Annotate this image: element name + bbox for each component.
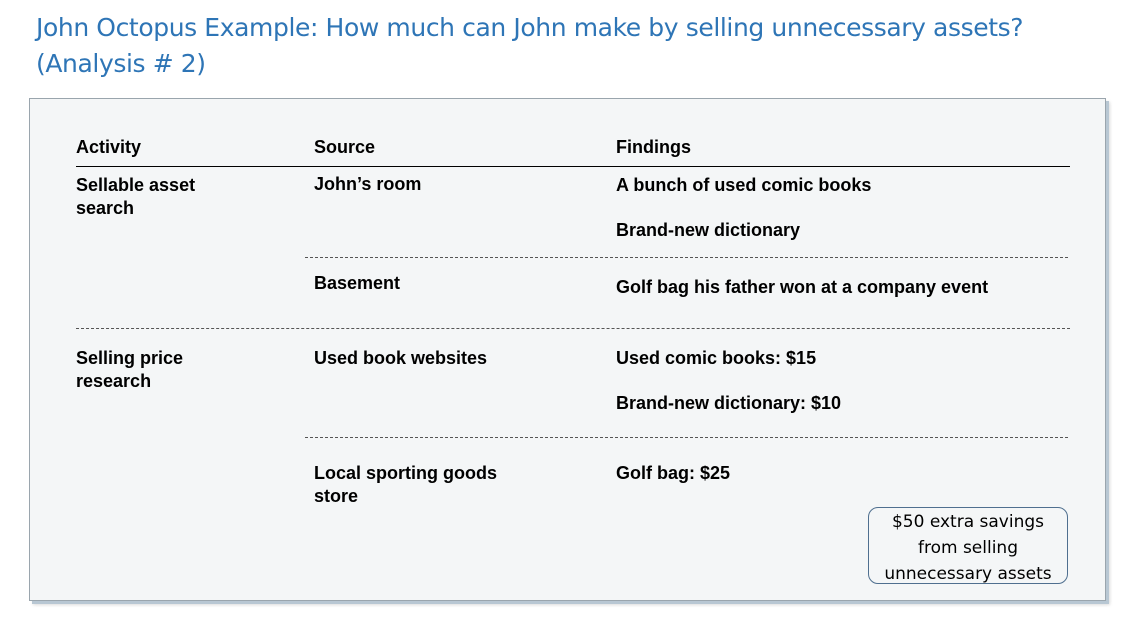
source-used-book-websites: Used book websites <box>314 348 488 368</box>
finding-item: Golf bag: $25 <box>616 463 731 483</box>
header-findings: Findings <box>616 137 691 157</box>
finding-item: Brand-new dictionary <box>616 220 801 240</box>
finding-item: A bunch of used comic books <box>616 175 872 195</box>
finding-item: Brand-new dictionary: $10 <box>616 393 842 413</box>
activity-line: research <box>76 371 152 391</box>
source-johns-room: John’s room <box>314 174 422 194</box>
activity-selling-price-research: Selling price research <box>76 347 183 393</box>
callout-line: unnecessary assets <box>884 564 1052 584</box>
activity-line: search <box>76 198 135 218</box>
activity-line: Selling price <box>76 348 184 368</box>
title-line-1: John Octopus Example: How much can John … <box>36 13 1024 42</box>
row-divider <box>305 437 1068 438</box>
header-activity: Activity <box>76 137 142 157</box>
source-local-sporting-goods-store: Local sporting goods store <box>314 462 497 508</box>
source-line: Local sporting goods <box>314 463 497 483</box>
title-line-2: (Analysis # 2) <box>36 49 206 78</box>
section-divider <box>76 328 1070 329</box>
callout-line: $50 extra savings <box>891 512 1045 532</box>
source-line: store <box>314 486 359 506</box>
activity-line: Sellable asset <box>76 175 196 195</box>
activity-sellable-asset-search: Sellable asset search <box>76 174 195 220</box>
source-basement: Basement <box>314 273 401 293</box>
callout-line: from selling <box>917 538 1019 558</box>
row-divider <box>305 257 1068 258</box>
finding-item: Used comic books: $15 <box>616 348 817 368</box>
finding-item: Golf bag his father won at a company eve… <box>616 277 989 297</box>
header-divider <box>76 166 1070 167</box>
page-title: John Octopus Example: How much can John … <box>36 10 1116 82</box>
header-source: Source <box>314 137 376 157</box>
savings-callout: $50 extra savings from selling unnecessa… <box>868 507 1068 584</box>
